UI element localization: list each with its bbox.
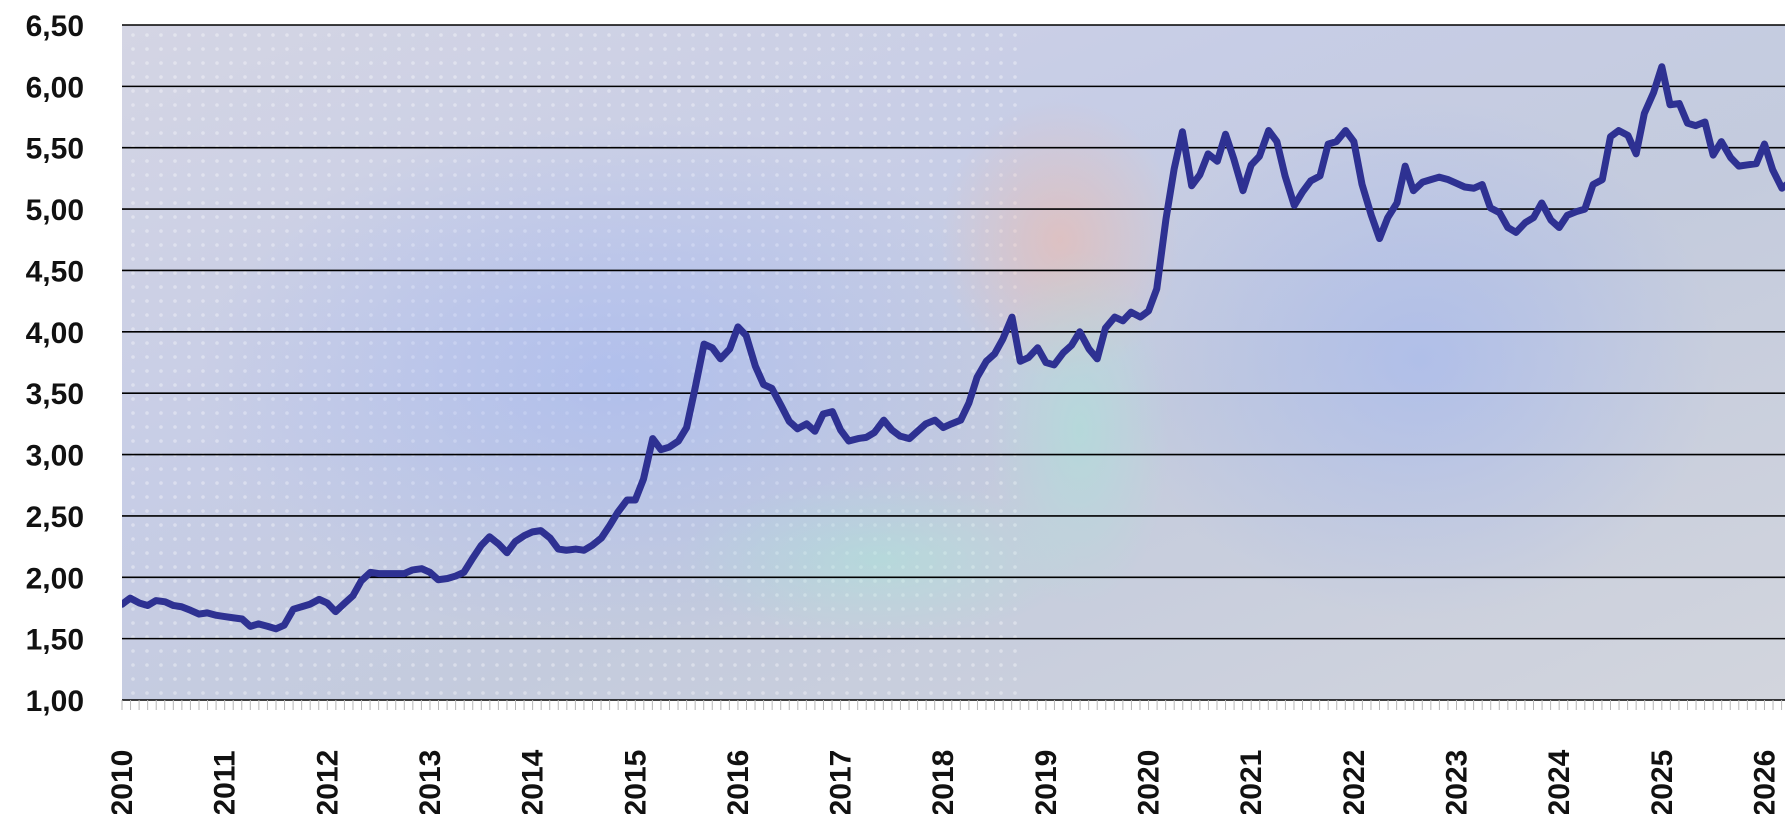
y-tick-label-10: 6,00 [26, 71, 84, 104]
x-tick-label-4: 2014 [517, 749, 550, 814]
x-tick-label-2: 2012 [311, 750, 344, 814]
x-tick-label-13: 2023 [1441, 750, 1474, 814]
chart-background-photo [122, 25, 1785, 700]
x-tick-label-6: 2016 [722, 750, 755, 814]
x-tick-label-15: 2025 [1646, 750, 1679, 814]
y-tick-label-11: 6,50 [26, 10, 84, 43]
x-tick-label-9: 2019 [1030, 750, 1063, 814]
y-tick-label-3: 2,50 [26, 501, 84, 534]
series-line-0 [122, 63, 1785, 633]
x-tick-label-7: 2017 [825, 750, 858, 814]
y-tick-label-6: 4,00 [26, 317, 84, 350]
grid-lines [122, 24, 1785, 701]
y-tick-label-4: 3,00 [26, 440, 84, 473]
series-layer [121, 63, 1785, 633]
x-tick-label-5: 2015 [619, 750, 652, 814]
y-tick-label-1: 1,50 [26, 624, 84, 657]
y-tick-label-7: 4,50 [26, 255, 84, 288]
x-tick-label-0: 2010 [106, 750, 139, 814]
y-tick-label-8: 5,00 [26, 194, 84, 227]
x-tick-label-3: 2013 [414, 750, 447, 814]
x-tick-label-8: 2018 [927, 750, 960, 814]
y-tick-label-0: 1,00 [26, 685, 84, 718]
y-axis-tick-labels: 1,00 1,50 2,00 2,50 3,00 3,50 4,00 4,50 5,00 5,50… [26, 10, 84, 718]
x-tick-label-10: 2020 [1133, 750, 1166, 814]
x-tick-label-12: 2022 [1338, 750, 1371, 814]
x-tick-label-1: 2011 [209, 750, 242, 814]
y-tick-label-5: 3,50 [26, 378, 84, 411]
x-minor-ticks [121, 700, 1783, 710]
x-tick-label-14: 2024 [1543, 749, 1576, 814]
y-tick-label-2: 2,00 [26, 562, 84, 595]
x-axis-tick-labels: 2010 2011 2012 2013 2014 2015 2016 2017 2018 2019… [106, 749, 1781, 814]
y-tick-label-9: 5,50 [26, 133, 84, 166]
x-tick-label-11: 2021 [1235, 750, 1268, 814]
x-tick-label-16: 2026 [1748, 750, 1781, 814]
